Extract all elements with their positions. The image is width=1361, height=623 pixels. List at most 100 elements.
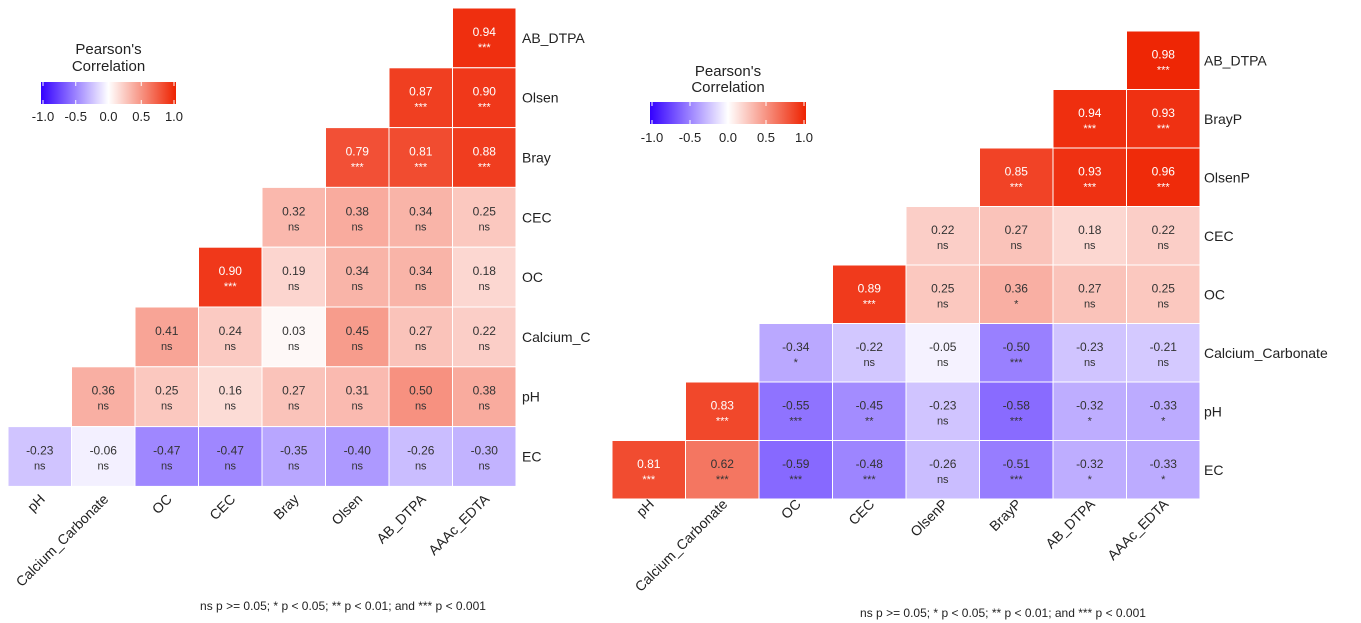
cell-value-label: 0.94 — [473, 25, 497, 39]
y-tick-label: Olsen — [522, 90, 559, 106]
legend-color-bar — [41, 82, 176, 104]
cell-value-label: 0.94 — [1078, 106, 1102, 120]
cell-significance-label: ns — [937, 240, 949, 252]
x-tick-label: BrayP — [986, 496, 1024, 534]
cell-significance-label: *** — [863, 474, 877, 486]
cell-value-label: -0.35 — [280, 444, 308, 458]
cell-significance-label: * — [1161, 474, 1166, 486]
cell-value-label: -0.55 — [782, 398, 810, 412]
heatmap-cell — [1126, 206, 1201, 266]
cell-significance-label: ns — [478, 221, 490, 233]
cell-significance-label: ns — [415, 221, 427, 233]
cell-value-label: 0.83 — [711, 398, 735, 412]
cell-significance-label: ns — [161, 401, 173, 413]
cell-value-label: 0.98 — [1152, 47, 1176, 61]
heatmap-cell — [261, 366, 326, 428]
cell-value-label: 0.31 — [346, 384, 370, 398]
x-tick-label: Bray — [270, 491, 302, 523]
heatmap-cell — [134, 366, 199, 428]
cell-significance-label: ns — [161, 461, 173, 473]
legend-title-line1: Pearson's — [75, 41, 141, 58]
cell-value-label: -0.23 — [26, 444, 54, 458]
heatmap-cell — [388, 246, 453, 308]
legend-tick-label: 0.5 — [757, 130, 775, 145]
legend-tick-label: 0.5 — [132, 109, 150, 124]
y-tick-label: AB_DTPA — [522, 30, 585, 46]
heatmap-cell — [452, 306, 517, 368]
heatmap-cell — [685, 440, 760, 500]
heatmap-cell — [832, 440, 907, 500]
cell-value-label: 0.90 — [219, 264, 243, 278]
heatmap-cell — [1126, 381, 1201, 441]
cell-significance-label: *** — [1157, 64, 1171, 76]
significance-footnote: ns p >= 0.05; * p < 0.05; ** p < 0.01; a… — [860, 606, 1146, 620]
cell-value-label: 0.18 — [1078, 223, 1102, 237]
cell-significance-label: * — [1088, 474, 1093, 486]
cell-value-label: 0.22 — [473, 324, 497, 338]
cell-value-label: 0.96 — [1152, 164, 1176, 178]
cell-significance-label: ns — [1157, 298, 1169, 310]
cell-significance-label: * — [1014, 298, 1019, 310]
cell-significance-label: *** — [863, 298, 877, 310]
cell-value-label: 0.89 — [858, 281, 882, 295]
x-tick-label: AB_DTPA — [1042, 495, 1098, 551]
y-tick-label: CEC — [1204, 228, 1234, 244]
heatmap-cell — [1126, 440, 1201, 500]
cell-significance-label: ** — [865, 415, 874, 427]
cell-significance-label: ns — [97, 461, 109, 473]
cell-significance-label: ns — [351, 281, 363, 293]
y-tick-label: BrayP — [1204, 111, 1242, 127]
cell-value-label: 0.90 — [473, 85, 497, 99]
cell-significance-label: ns — [478, 281, 490, 293]
cell-significance-label: *** — [1083, 123, 1097, 135]
x-tick-label: pH — [24, 491, 48, 515]
y-tick-label: pH — [1204, 403, 1222, 419]
cell-significance-label: *** — [1010, 357, 1024, 369]
y-tick-label: CEC — [522, 209, 552, 225]
cell-value-label: 0.87 — [409, 85, 433, 99]
cell-significance-label: ns — [351, 221, 363, 233]
cell-value-label: 0.62 — [711, 457, 735, 471]
cell-value-label: -0.26 — [407, 444, 435, 458]
y-tick-label: AB_DTPA — [1204, 52, 1267, 68]
cell-value-label: 0.32 — [282, 204, 306, 218]
cell-significance-label: *** — [1010, 181, 1024, 193]
heatmap-cell — [1052, 206, 1127, 266]
y-tick-label: pH — [522, 389, 540, 405]
heatmap-cell — [758, 381, 833, 441]
heatmap-cell — [905, 440, 980, 500]
legend-title-line2: Correlation — [691, 79, 764, 96]
cell-value-label: 0.93 — [1078, 164, 1102, 178]
x-tick-label: AB_DTPA — [373, 490, 429, 546]
heatmap-cell — [325, 306, 390, 368]
cell-significance-label: ns — [1010, 240, 1022, 252]
heatmap-cell — [261, 246, 326, 308]
cell-significance-label: * — [1088, 415, 1093, 427]
legend-color-bar — [650, 102, 806, 124]
cell-value-label: 0.18 — [473, 264, 497, 278]
legend-title-line1: Pearson's — [695, 63, 761, 80]
heatmap-cell — [832, 323, 907, 383]
cell-significance-label: *** — [1083, 181, 1097, 193]
cell-significance-label: ns — [351, 401, 363, 413]
x-tick-label: AAAc_EDTA — [425, 490, 493, 558]
cell-value-label: -0.30 — [471, 444, 499, 458]
cell-value-label: 0.81 — [409, 145, 433, 159]
cell-significance-label: ns — [288, 461, 300, 473]
cell-significance-label: ns — [937, 298, 949, 310]
cell-value-label: -0.34 — [782, 340, 810, 354]
cell-significance-label: *** — [224, 281, 238, 293]
heatmap-cell — [134, 426, 199, 487]
legend-tick-label: 1.0 — [795, 130, 813, 145]
legend-tick-label: -0.5 — [679, 130, 701, 145]
cell-significance-label: *** — [478, 42, 492, 54]
cell-significance-label: ns — [288, 221, 300, 233]
cell-significance-label: *** — [478, 102, 492, 114]
x-tick-label: Olsen — [328, 491, 365, 528]
cell-value-label: -0.26 — [929, 457, 957, 471]
heatmap-1: 0.94 *** 0.87 *** 0.90 *** 0.79 *** 0.81 *** 0.88 *… — [7, 7, 590, 613]
cell-value-label: -0.33 — [1150, 398, 1178, 412]
cell-value-label: 0.81 — [637, 457, 661, 471]
x-tick-label: CEC — [206, 491, 238, 523]
